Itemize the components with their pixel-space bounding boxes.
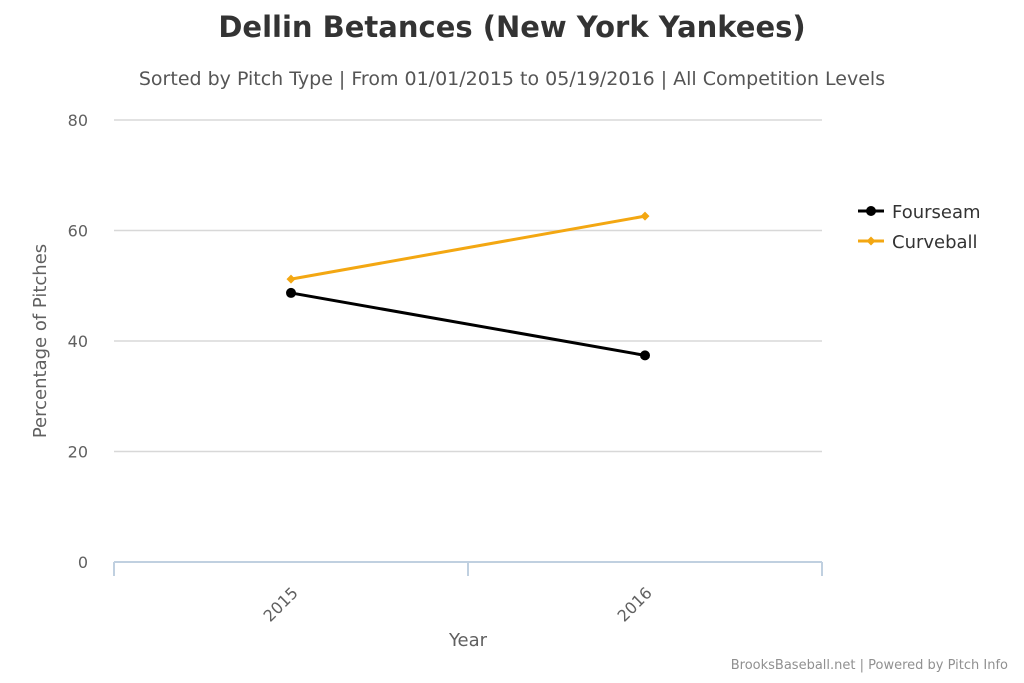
- legend-label: Curveball: [892, 232, 978, 253]
- y-tick-label: 60: [68, 222, 88, 241]
- series-lines: [286, 211, 650, 361]
- data-point-curveball: [640, 211, 650, 221]
- y-tick-label: 20: [68, 443, 88, 462]
- gridlines: [114, 119, 822, 453]
- chart-subtitle: Sorted by Pitch Type | From 01/01/2015 t…: [138, 68, 886, 90]
- data-point-curveball: [286, 274, 296, 284]
- y-tick-label: 0: [78, 553, 88, 572]
- y-axis-ticks: 0 20 40 60 80: [68, 111, 88, 572]
- data-point-fourseam: [640, 350, 650, 361]
- x-axis: [113, 561, 823, 576]
- y-tick-label: 80: [68, 111, 88, 130]
- chart-title: Dellin Betances (New York Yankees): [218, 10, 806, 44]
- x-tick-label: 2015: [260, 583, 302, 625]
- credits: BrooksBaseball.net | Powered by Pitch In…: [730, 658, 1008, 673]
- data-point-fourseam: [286, 287, 296, 298]
- x-axis-title: Year: [448, 630, 488, 651]
- legend: Fourseam Curveball: [858, 202, 981, 253]
- series-line-fourseam: [289, 291, 647, 357]
- y-tick-label: 40: [68, 332, 88, 351]
- x-tick-label: 2016: [614, 583, 656, 625]
- legend-symbol-marker: [866, 206, 876, 216]
- series-line-curveball: [289, 214, 647, 281]
- legend-label: Fourseam: [892, 202, 981, 223]
- x-axis-ticks: 2015 2016: [260, 583, 656, 625]
- y-axis-title: Percentage of Pitches: [30, 244, 51, 438]
- legend-symbol-marker: [866, 236, 876, 246]
